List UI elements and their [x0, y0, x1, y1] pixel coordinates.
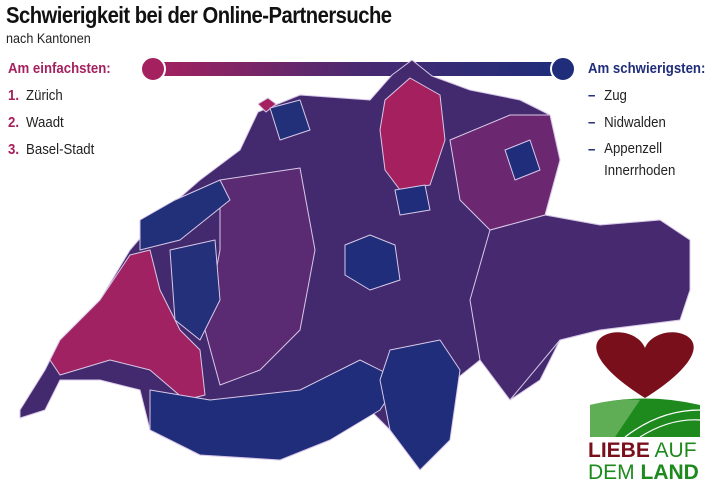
canton-basel-stadt: [257, 97, 277, 113]
canton-waadt: [49, 249, 206, 401]
list-item: – Appenzell Innerrhoden: [588, 140, 676, 179]
legend-easiest-heading: Am einfachsten:: [8, 60, 111, 77]
canton-zug: [394, 184, 431, 216]
list-item: – Nidwalden: [588, 114, 666, 131]
heart-fields-icon: [590, 332, 701, 438]
legend-hardest: Am schwierigsten: – Zug – Nidwalden – Appen…: [588, 60, 720, 182]
canton-basel-land: [269, 99, 311, 141]
legend-hardest-heading: Am schwierigsten:: [588, 60, 706, 77]
page-title: Schwierigkeit bei der Online-Partnersuch…: [6, 2, 392, 28]
list-item: – Zug: [588, 87, 627, 104]
canton-wallis: [149, 359, 401, 461]
legend-easiest: Am einfachsten: 1. Zürich 2. Waadt 3. Basel…: [8, 60, 111, 158]
page-subtitle: nach Kantonen: [6, 30, 91, 46]
canton-fribourg: [169, 239, 221, 341]
canton-st-gallen: [449, 114, 561, 231]
canton-zuerich: [379, 77, 446, 191]
canton-central: [344, 234, 401, 291]
canton-tessin: [379, 339, 461, 471]
canton-appenzell: [504, 139, 541, 181]
canton-graubuenden: [469, 214, 691, 401]
canton-jura: [139, 179, 231, 251]
scale-bar: [140, 56, 576, 82]
list-item: 2. Waadt: [8, 114, 64, 131]
list-item: 1. Zürich: [8, 87, 63, 104]
list-item: 3. Basel-Stadt: [8, 141, 95, 158]
logo: LIEBE AUF DEM LAND: [588, 439, 699, 484]
